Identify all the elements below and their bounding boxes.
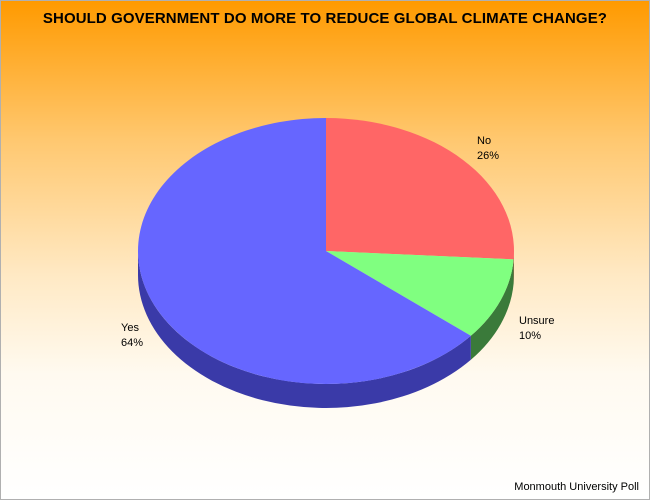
chart-title: SHOULD GOVERNMENT DO MORE TO REDUCE GLOB… — [42, 10, 608, 27]
source-note: Monmouth University Poll — [514, 481, 639, 493]
pie-slices — [138, 118, 514, 384]
pie-slice-yes[interactable] — [138, 118, 471, 384]
slice-label-no: No — [477, 135, 491, 147]
slice-value-yes: 64% — [121, 337, 143, 349]
pie-slice-unsure[interactable] — [326, 251, 514, 336]
pie-side-unsure — [470, 259, 514, 360]
pie-side-yes — [138, 251, 471, 408]
pie-slice-no[interactable] — [326, 118, 514, 260]
pie-labels: No 26% Unsure 10% Yes 64% — [121, 135, 554, 349]
slice-value-no: 26% — [477, 150, 499, 162]
slice-label-unsure: Unsure — [519, 315, 554, 327]
slice-value-unsure: 10% — [519, 330, 541, 342]
slice-label-yes: Yes — [121, 322, 139, 334]
pie-sides — [138, 251, 514, 408]
